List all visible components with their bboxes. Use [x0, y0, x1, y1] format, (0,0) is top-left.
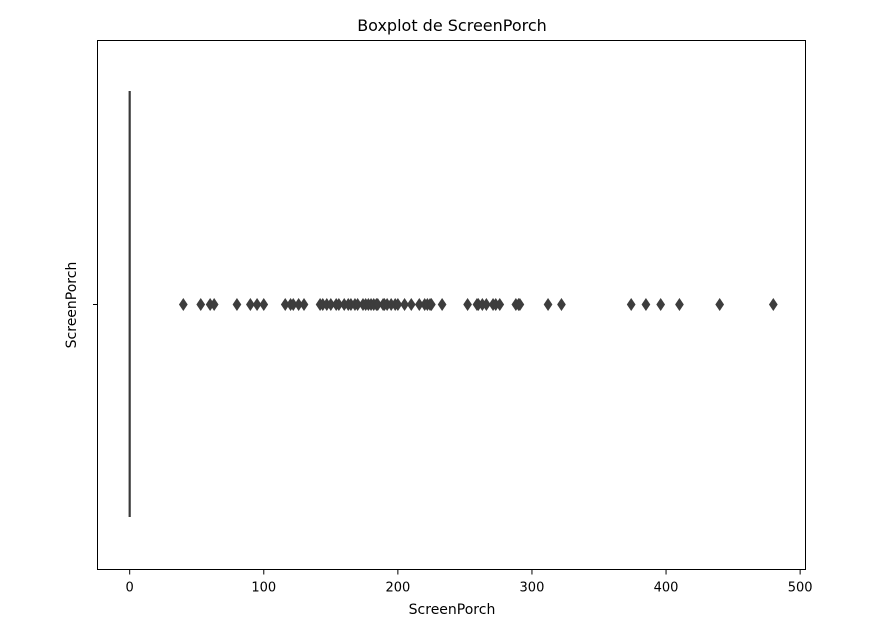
outlier-point: [626, 297, 636, 312]
outlier-point: [196, 297, 206, 312]
outlier-point: [178, 297, 188, 312]
outlier-point: [232, 297, 242, 312]
outlier-point: [246, 297, 255, 312]
outlier-point: [641, 297, 651, 312]
outlier-point: [299, 297, 309, 312]
outlier-point: [515, 297, 525, 312]
x-tick-label: 200: [385, 581, 410, 596]
outlier-point: [393, 297, 403, 312]
x-tick-label: 500: [788, 581, 813, 596]
outlier-point: [259, 297, 269, 312]
outlier-point: [543, 297, 553, 312]
x-tick-label: 400: [654, 581, 679, 596]
chart-title: Boxplot de ScreenPorch: [357, 16, 547, 35]
x-tick-label: 300: [520, 581, 545, 596]
outlier-point: [482, 297, 491, 312]
outlier-point: [495, 297, 505, 312]
outlier-point: [656, 297, 666, 312]
x-tick-label: 100: [251, 581, 276, 596]
x-axis-label: ScreenPorch: [409, 602, 496, 618]
y-axis-label: ScreenPorch: [64, 262, 80, 349]
outlier-point: [463, 297, 472, 312]
outlier-point: [406, 297, 416, 312]
outlier-point: [400, 297, 409, 312]
x-axis-ticks: 0 100 200 300 400 500: [126, 569, 813, 596]
outlier-point: [557, 297, 566, 312]
outlier-point: [715, 297, 725, 312]
outlier-point: [252, 297, 262, 312]
outlier-point: [427, 297, 436, 312]
outlier-series: [178, 297, 778, 312]
outlier-point: [209, 297, 219, 312]
outlier-point: [437, 297, 447, 312]
x-tick-label: 0: [126, 581, 134, 596]
outlier-point: [768, 297, 778, 312]
outlier-point: [675, 297, 684, 312]
